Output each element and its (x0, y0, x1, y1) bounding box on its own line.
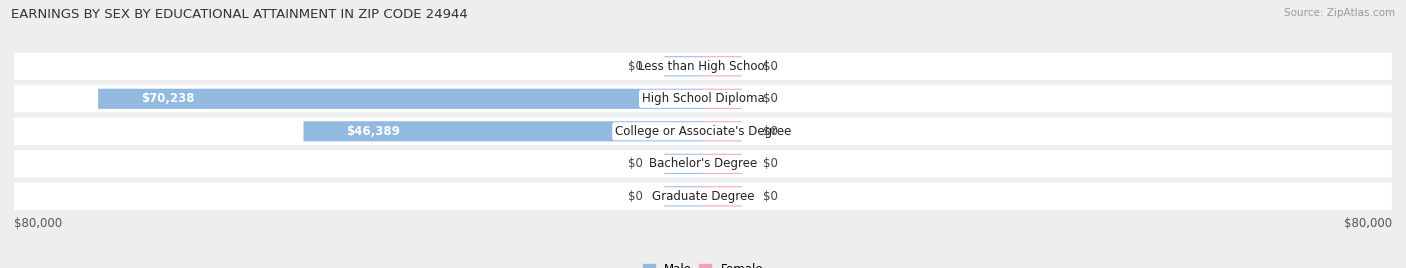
FancyBboxPatch shape (703, 89, 742, 109)
Text: $0: $0 (763, 125, 778, 138)
Text: Bachelor's Degree: Bachelor's Degree (650, 157, 756, 170)
Text: Source: ZipAtlas.com: Source: ZipAtlas.com (1284, 8, 1395, 18)
FancyBboxPatch shape (703, 186, 742, 206)
FancyBboxPatch shape (703, 121, 742, 142)
FancyBboxPatch shape (14, 85, 1392, 113)
Text: Graduate Degree: Graduate Degree (652, 190, 754, 203)
Text: Less than High School: Less than High School (638, 60, 768, 73)
Text: $80,000: $80,000 (1344, 217, 1392, 229)
Text: $0: $0 (763, 157, 778, 170)
Text: $0: $0 (763, 92, 778, 105)
FancyBboxPatch shape (304, 121, 703, 142)
Text: $0: $0 (628, 190, 643, 203)
Text: College or Associate's Degree: College or Associate's Degree (614, 125, 792, 138)
Text: $46,389: $46,389 (346, 125, 401, 138)
FancyBboxPatch shape (664, 56, 703, 76)
Text: $0: $0 (763, 190, 778, 203)
FancyBboxPatch shape (703, 56, 742, 76)
FancyBboxPatch shape (664, 186, 703, 206)
FancyBboxPatch shape (14, 118, 1392, 145)
Text: $0: $0 (763, 60, 778, 73)
Text: High School Diploma: High School Diploma (641, 92, 765, 105)
Text: $80,000: $80,000 (14, 217, 62, 229)
FancyBboxPatch shape (703, 154, 742, 174)
Text: $0: $0 (628, 60, 643, 73)
FancyBboxPatch shape (14, 53, 1392, 80)
Text: EARNINGS BY SEX BY EDUCATIONAL ATTAINMENT IN ZIP CODE 24944: EARNINGS BY SEX BY EDUCATIONAL ATTAINMEN… (11, 8, 468, 21)
Text: $70,238: $70,238 (141, 92, 194, 105)
FancyBboxPatch shape (14, 150, 1392, 177)
FancyBboxPatch shape (98, 89, 703, 109)
FancyBboxPatch shape (664, 154, 703, 174)
Text: $0: $0 (628, 157, 643, 170)
FancyBboxPatch shape (14, 183, 1392, 210)
Legend: Male, Female: Male, Female (638, 259, 768, 268)
